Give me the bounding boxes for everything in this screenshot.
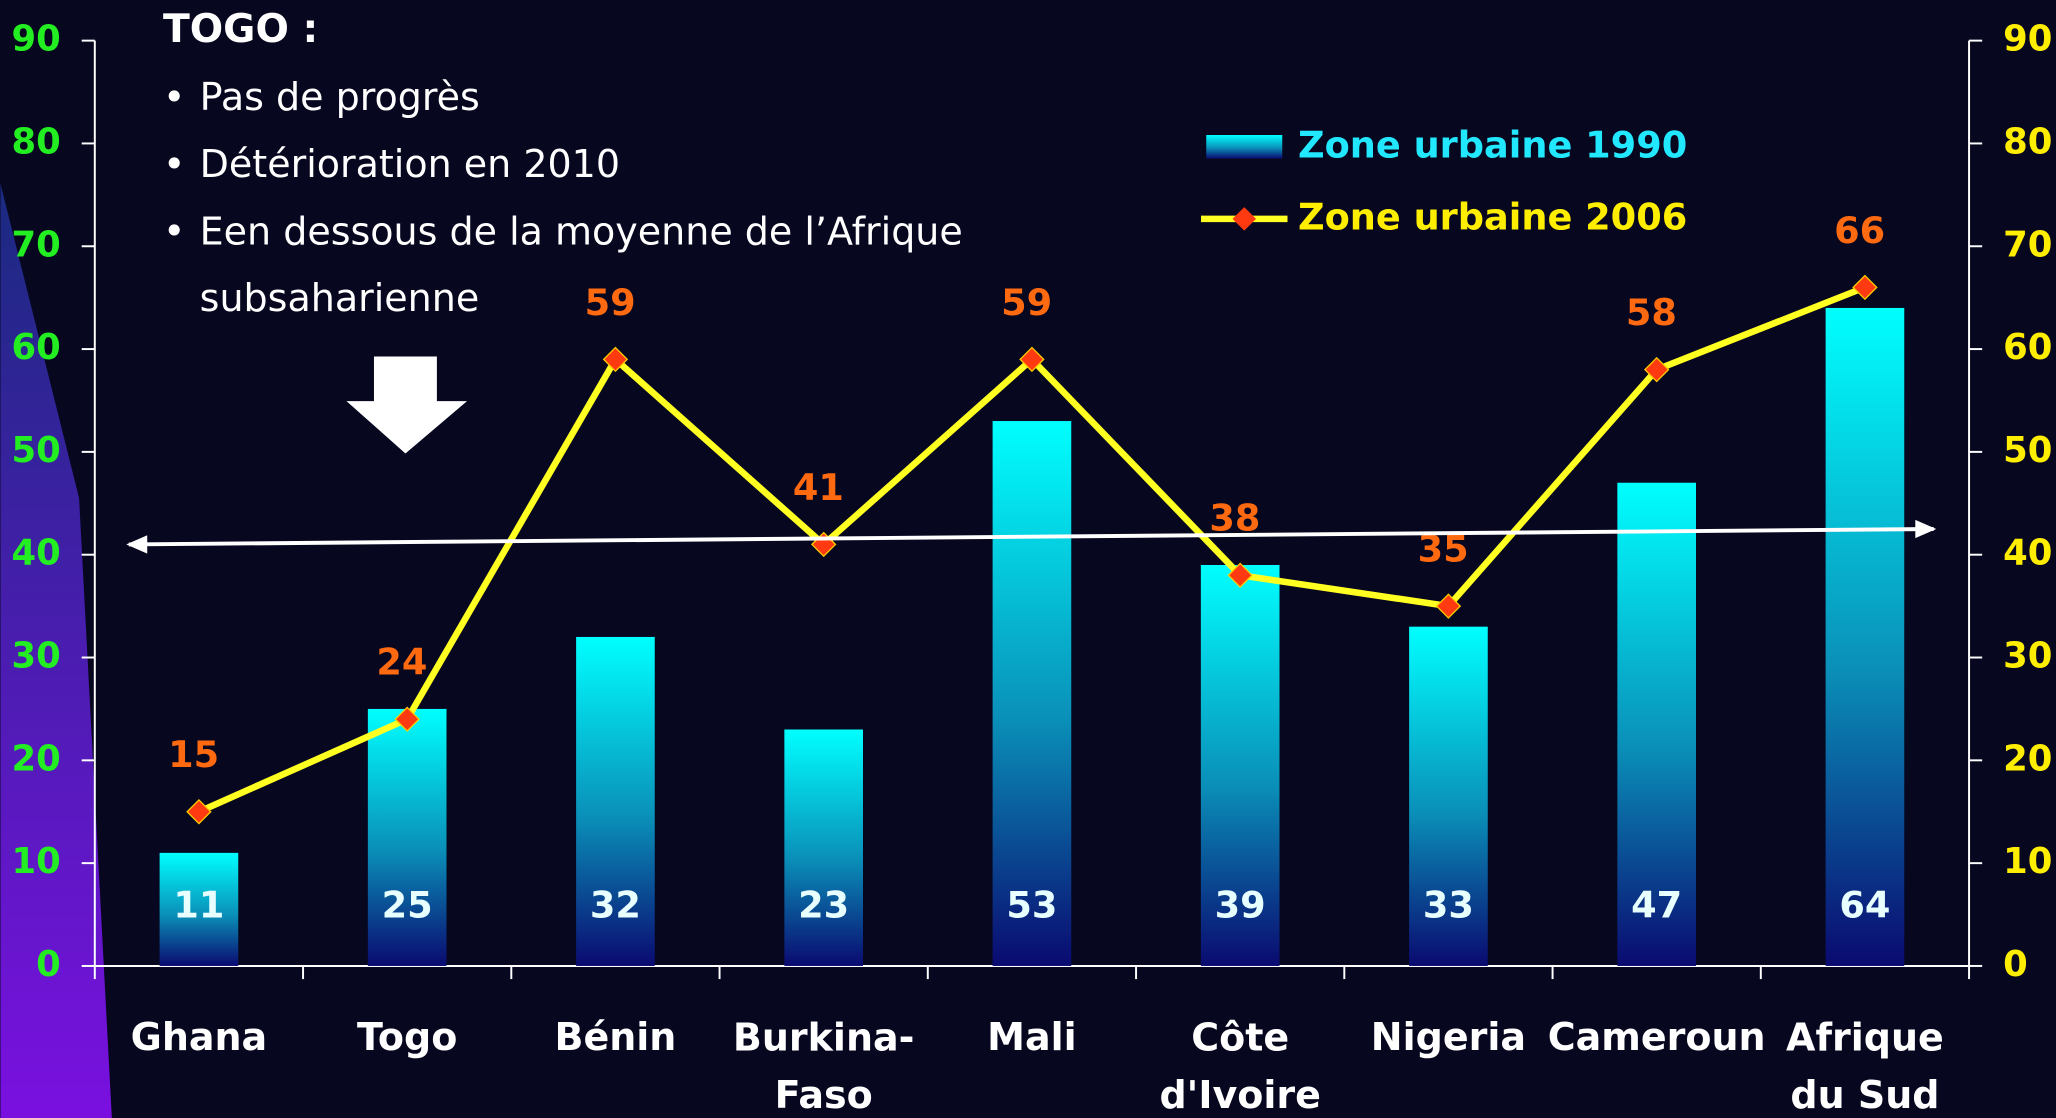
bar-value-label: 47	[1631, 883, 1682, 926]
legend-label: Zone urbaine 1990	[1298, 123, 1687, 166]
x-tick-label: Burkina-Faso	[733, 1015, 915, 1117]
line-value-label: 66	[1834, 209, 1885, 252]
side-decoration	[0, 183, 112, 1118]
y-tick-label: 20	[11, 738, 60, 779]
marker	[1227, 562, 1253, 588]
x-tick-label: Ghana	[131, 1015, 268, 1059]
bar	[367, 708, 447, 966]
bullet-dot: •	[163, 75, 185, 119]
bullet-text: Détérioration en 2010	[200, 142, 620, 186]
bullet-dot: •	[163, 209, 185, 253]
y2-tick-label: 90	[2003, 19, 2052, 60]
x-tick-label: Mali	[987, 1015, 1077, 1059]
y2-tick-label: 70	[2003, 224, 2052, 265]
bar-value-label: 53	[1006, 883, 1057, 926]
bar	[1825, 307, 1905, 966]
y2-tick-label: 30	[2003, 636, 2052, 677]
arrowhead	[126, 535, 148, 554]
bar-value-label: 39	[1215, 883, 1266, 926]
y2-tick-label: 20	[2003, 738, 2052, 779]
bar	[159, 852, 239, 966]
marker	[1019, 346, 1045, 373]
y-tick-label: 50	[11, 430, 60, 471]
marker	[394, 706, 420, 732]
bullet-dot: •	[163, 142, 185, 186]
line-value-label: 58	[1626, 291, 1677, 334]
y-tick-label: 10	[11, 841, 60, 882]
line-value-label: 24	[376, 641, 427, 684]
bullets: • Pas de progrès • Détérioration en 2010 • Ee…	[163, 75, 963, 320]
y-tick-label: 40	[11, 533, 60, 574]
bar-value-label: 25	[382, 883, 433, 926]
line-value-label: 15	[168, 733, 219, 776]
reference-line	[128, 527, 1934, 547]
bar-value-label: 64	[1839, 883, 1890, 926]
y-tick-label: 30	[11, 636, 60, 677]
marker	[1643, 356, 1670, 383]
y2-tick-label: 80	[2003, 121, 2052, 162]
bullet-text: Een dessous de la moyenne de l’Afrique su…	[200, 209, 963, 320]
bar	[992, 421, 1072, 966]
marker	[186, 799, 212, 825]
bullet-text: Pas de progrès	[200, 75, 480, 119]
line-value-label: 59	[1001, 281, 1052, 324]
y2-tick-label: 0	[2003, 944, 2028, 985]
bar	[1409, 626, 1488, 966]
bar	[576, 636, 655, 966]
bar-value-label: 11	[173, 883, 224, 926]
line-value-label: 41	[793, 466, 844, 509]
line-value-label: 38	[1209, 497, 1260, 540]
bar-value-label: 23	[798, 883, 849, 926]
y-tick-label: 0	[36, 944, 61, 985]
annotation-heading: TOGO :	[163, 7, 318, 52]
marker	[1852, 274, 1878, 301]
legend-swatch	[1206, 134, 1283, 159]
y-tick-label: 90	[11, 19, 60, 60]
arrowhead	[1915, 519, 1937, 539]
y2-tick-label: 60	[2003, 327, 2052, 368]
y-tick-label: 60	[11, 327, 60, 368]
legend-label: Zone urbaine 2006	[1298, 195, 1687, 238]
line-value-label: 59	[585, 281, 636, 324]
bar	[1617, 482, 1697, 966]
x-tick-label: Afrique du Sud	[1786, 1015, 1944, 1117]
y2-tick-label: 40	[2003, 533, 2052, 574]
y-tick-label: 70	[11, 224, 60, 265]
bar-value-label: 33	[1423, 883, 1474, 926]
x-tick-label: Nigeria	[1371, 1015, 1526, 1059]
x-tick-label: Cameroun	[1548, 1015, 1766, 1059]
marker	[602, 346, 629, 373]
bar-value-label: 32	[590, 883, 641, 926]
marker	[1435, 593, 1462, 619]
legend-marker	[1232, 207, 1257, 231]
x-tick-label: Bénin	[554, 1015, 676, 1059]
y2-tick-label: 50	[2003, 430, 2052, 471]
bar	[784, 729, 864, 966]
x-tick-label: Togo	[357, 1015, 457, 1059]
x-tick-label: Côte d'Ivoire	[1159, 1015, 1320, 1117]
bar	[1200, 564, 1280, 966]
y2-tick-label: 10	[2003, 841, 2052, 882]
y-tick-label: 80	[11, 121, 60, 162]
arrow	[346, 356, 468, 454]
